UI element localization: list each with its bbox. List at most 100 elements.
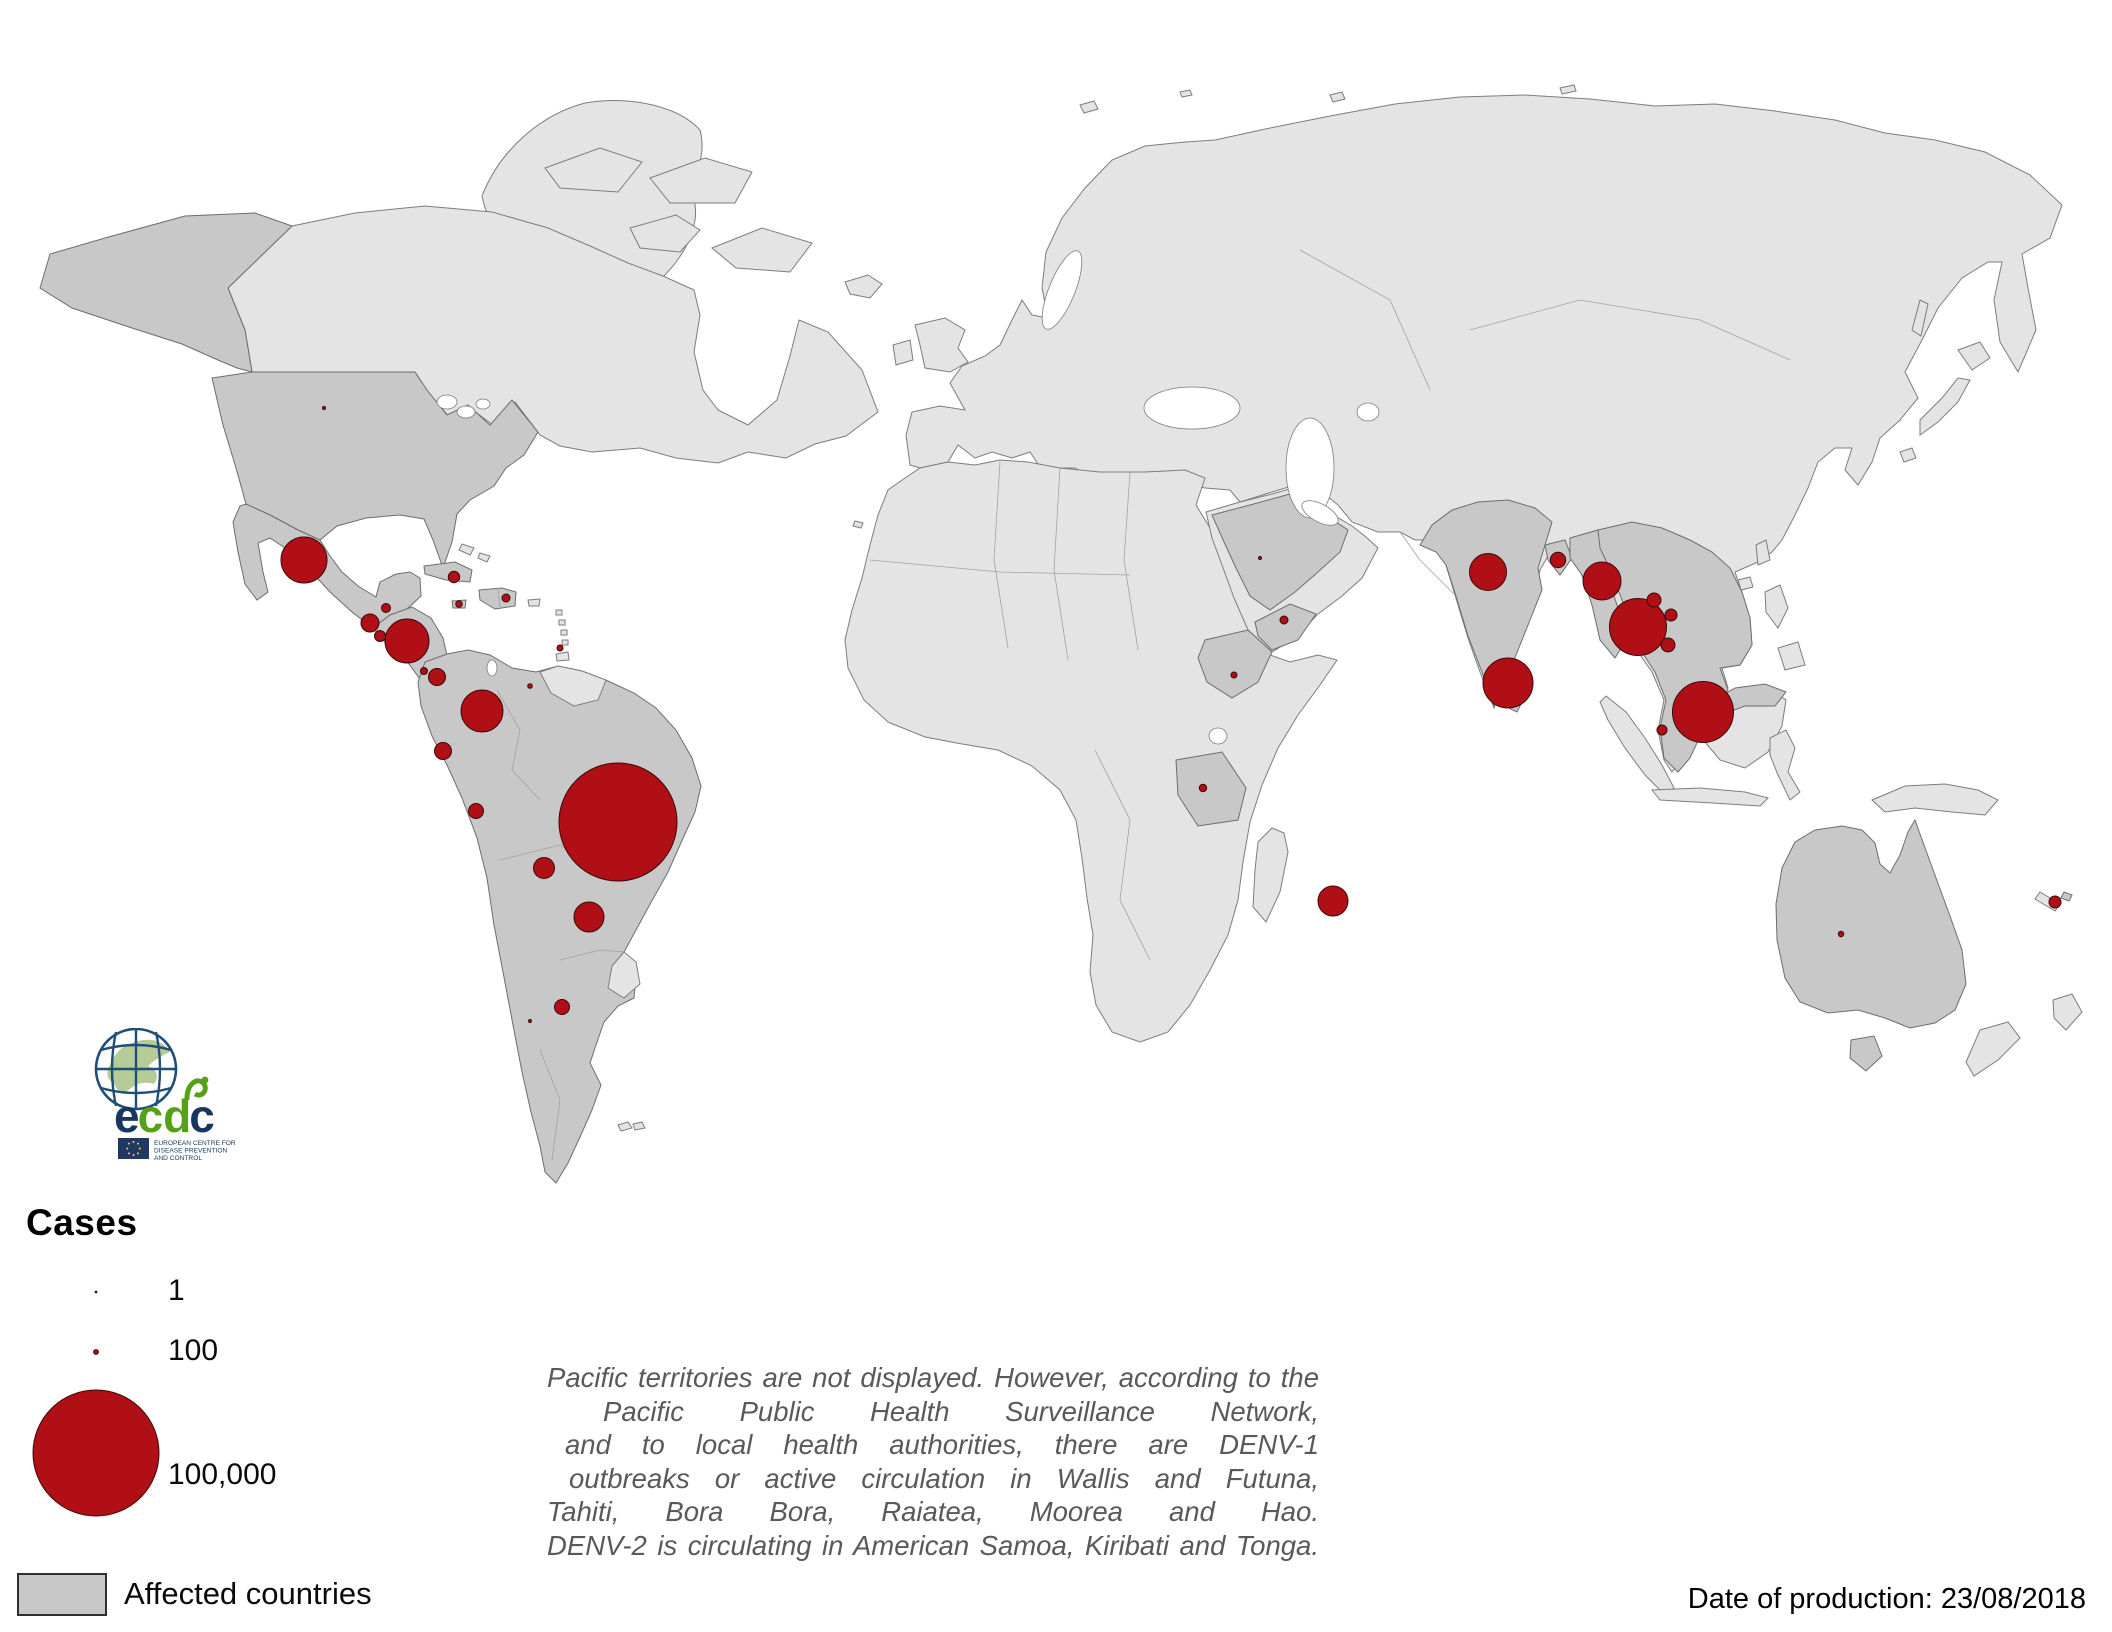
ecdc-logo: ecdc EUROPEAN CENTRE FOR DISEASE PREVENT…: [94, 1028, 236, 1162]
case-bubble-jamaica: [455, 600, 463, 608]
case-bubble-mexico: [280, 536, 328, 584]
landmass-madagascar: [1252, 827, 1289, 923]
country-yemen: [1254, 603, 1317, 651]
landmass-arctic-island: [629, 214, 701, 253]
landmass-svalbard: [1079, 100, 1099, 114]
country-cuba: [423, 561, 473, 583]
landmass-united-kingdom: [914, 317, 969, 373]
case-bubble-panama: [428, 668, 446, 686]
note-line: Pacific territories are not displayed. H…: [547, 1362, 1319, 1393]
svg-text:EUROPEAN CENTRE FOR: EUROPEAN CENTRE FOR: [154, 1140, 236, 1147]
country-uruguay: [607, 951, 641, 999]
case-bubble-thailand: [1609, 598, 1667, 656]
great-lake: [475, 398, 491, 410]
case-bubble-myanmar: [1582, 561, 1622, 601]
landmass-sulawesi: [1769, 729, 1801, 801]
landmass-sakhalin: [1911, 299, 1929, 337]
landmass-ireland: [892, 339, 914, 366]
case-bubble-peru: [468, 803, 484, 819]
aral-sea: [1356, 402, 1380, 422]
case-bubble-ethiopia: [1230, 671, 1238, 679]
legend-circle-100000: [32, 1389, 160, 1517]
legend-circle-1: [94, 1290, 98, 1294]
region-guyanas: [539, 665, 607, 707]
case-bubble-costa-rica: [420, 667, 428, 675]
case-bubble-venezuela: [527, 683, 533, 689]
case-bubble-argentina: [554, 999, 570, 1015]
landmass-taiwan: [1755, 539, 1771, 566]
case-bubble-dominican-republic: [501, 593, 511, 603]
note-line: and to local health authorities, there a…: [565, 1429, 1319, 1461]
landmass-japan-hokkaido: [1957, 341, 1991, 371]
landmass-japan-honshu: [1919, 377, 1971, 436]
landmass-trinidad: [555, 651, 570, 662]
landmass-philippines: [1777, 641, 1806, 671]
ecdc-globe-icon: [94, 1028, 178, 1111]
country-tanzania: [1175, 751, 1247, 827]
persian-gulf: [1301, 500, 1339, 526]
landmass-lesser-antilles: [555, 609, 569, 646]
case-bubble-united-states: [322, 406, 326, 410]
legend-circle-100: [93, 1349, 99, 1355]
case-bubble-chile: [528, 1019, 532, 1023]
landmass-bahamas: [477, 552, 491, 563]
landmass-arctic-island: [1559, 84, 1577, 95]
case-bubble-colombia: [460, 689, 504, 733]
note-line: Pacific Public Health Surveillance Netwo…: [603, 1395, 1319, 1427]
case-bubble-saint-lucia: [556, 644, 564, 652]
svg-text:ecdc: ecdc: [114, 1090, 215, 1142]
legend-size-label-1: 1: [168, 1274, 185, 1307]
landmass-philippines: [1764, 584, 1789, 629]
landmass-arctic-island: [544, 147, 643, 193]
case-bubble-el-salvador: [374, 630, 386, 642]
landmass-hainan: [1737, 576, 1754, 591]
case-bubble-australia: [1837, 930, 1845, 938]
case-bubble-paraguay: [573, 901, 605, 933]
landmass-canary-islands: [852, 520, 864, 529]
country-hispaniola: [478, 587, 517, 610]
svg-text:DISEASE PREVENTION: DISEASE PREVENTION: [154, 1148, 228, 1155]
note-line: DENV-2 is circulating in American Samoa,…: [547, 1529, 1319, 1561]
landmass-canada: [227, 205, 879, 464]
affected-countries-swatch: [17, 1573, 107, 1616]
black-sea: [1143, 386, 1241, 430]
case-bubble-ecuador: [434, 742, 452, 760]
landmass-java: [1650, 787, 1769, 807]
landmass-new-guinea: [1871, 783, 1999, 816]
country-australia: [1775, 818, 1967, 1029]
landmass-bahamas: [458, 543, 475, 556]
case-bubble-yemen: [1279, 615, 1289, 625]
case-bubble-cuba: [447, 570, 461, 584]
ecdc-wordmark: ecdc: [114, 1076, 215, 1142]
case-bubble-layer: [280, 406, 2062, 1023]
landmass-africa: [844, 459, 1338, 1043]
case-bubble-singapore: [1656, 724, 1668, 736]
eu-flag-icon: [118, 1138, 149, 1159]
case-bubble-reunion: [1317, 885, 1349, 917]
landmass-new-zealand-south: [1965, 1021, 2021, 1077]
lake-victoria: [1208, 727, 1228, 745]
great-lake: [436, 394, 458, 410]
case-bubble-laos: [1646, 592, 1662, 608]
case-bubble-tanzania: [1198, 783, 1208, 793]
landmass-arctic-island: [1329, 91, 1346, 103]
case-bubble-vietnam: [1664, 608, 1678, 622]
case-bubble-india: [1469, 553, 1507, 591]
landmass-new-zealand-north: [2052, 993, 2083, 1031]
caspian-sea: [1285, 417, 1335, 519]
seas-layer: [436, 250, 1380, 745]
case-bubble-brazil: [558, 762, 678, 882]
ecdc-logo-caption: EUROPEAN CENTRE FOR DISEASE PREVENTION A…: [154, 1140, 236, 1162]
pacific-territories-note: Pacific territories are not displayed. H…: [547, 1361, 1319, 1563]
landmass-arctic-island: [649, 157, 753, 204]
case-bubble-fiji: [2048, 895, 2062, 909]
legend-heading: Cases: [26, 1202, 138, 1243]
case-bubble-guatemala: [360, 613, 380, 633]
country-india: [1419, 499, 1553, 708]
landmass-falklands: [617, 1121, 646, 1132]
great-lake: [456, 405, 476, 419]
mosquito-curl-icon: [184, 1078, 208, 1101]
legend-size-circles: [32, 1290, 160, 1517]
